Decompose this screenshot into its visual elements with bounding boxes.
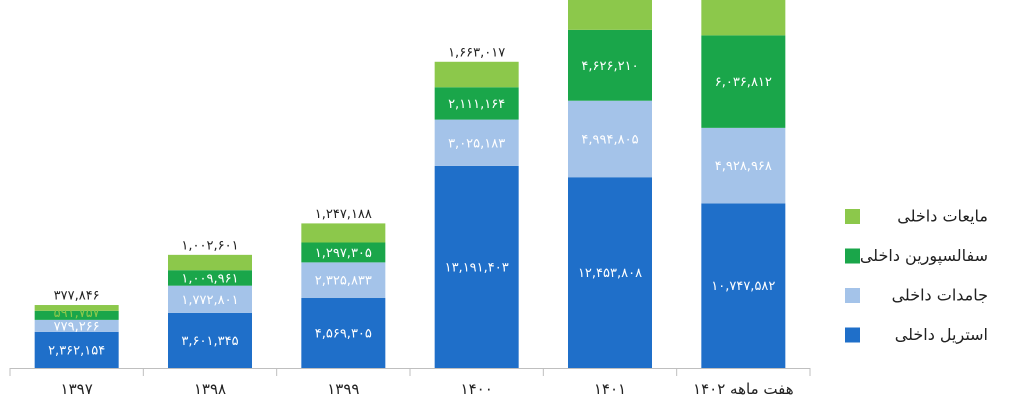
legend-label: سفالسپورین داخلی bbox=[860, 246, 988, 266]
legend-swatch bbox=[845, 288, 860, 303]
x-tick-label: ۱۳۹۷ bbox=[61, 380, 93, 398]
x-tick-label: ۱۳۹۸ bbox=[194, 380, 226, 398]
bar-segment bbox=[34, 319, 119, 332]
bar-segment bbox=[434, 61, 519, 88]
data-label: ۴,۹۲۸,۹۶۸ bbox=[715, 159, 772, 174]
bar-segment bbox=[168, 270, 252, 286]
data-label: ۱,۷۷۲,۸۰۱ bbox=[181, 293, 238, 308]
total-label: ۱,۰۰۲,۶۰۱ bbox=[181, 238, 238, 253]
data-label: ۱,۲۹۷,۳۰۵ bbox=[315, 246, 372, 261]
data-label: ۱,۰۰۹,۹۶۱ bbox=[181, 271, 238, 286]
data-label: ۳,۶۰۱,۳۴۵ bbox=[181, 334, 238, 349]
data-label: ۲,۱۱۱,۱۶۴ bbox=[448, 97, 505, 112]
x-tick-label: هفت ماهه ۱۴۰۲ bbox=[693, 380, 794, 398]
bar-segment bbox=[434, 119, 519, 166]
bar-segment bbox=[34, 310, 119, 320]
bar-segment bbox=[34, 331, 119, 368]
data-label: ۴,۶۲۶,۲۱۰ bbox=[581, 59, 638, 74]
data-label: ۱۰,۷۴۷,۵۸۲ bbox=[711, 279, 775, 294]
data-label: ۴,۹۹۴,۸۰۵ bbox=[581, 132, 638, 147]
bar-segment bbox=[301, 262, 386, 299]
bar-segment bbox=[434, 165, 519, 368]
legend-label: جامدات داخلی bbox=[892, 286, 988, 305]
bar-segment bbox=[168, 285, 252, 313]
total-label: ۱,۲۴۷,۱۸۸ bbox=[315, 207, 372, 222]
bar-segment bbox=[168, 312, 252, 368]
legend-label: مایعات داخلی bbox=[897, 207, 988, 226]
legend-label: استریل داخلی bbox=[895, 325, 988, 345]
data-label: ۱۲,۴۵۳,۸۰۸ bbox=[578, 266, 642, 281]
bar-segment bbox=[301, 298, 386, 368]
data-label: ۲,۳۲۵,۸۳۳ bbox=[315, 274, 372, 289]
total-label: ۳۷۷,۸۴۶ bbox=[54, 289, 100, 304]
bar-segment bbox=[568, 0, 652, 30]
bar-segment bbox=[168, 254, 252, 271]
legend-swatch bbox=[845, 248, 860, 264]
bar-segment bbox=[301, 242, 386, 263]
legend-swatch bbox=[845, 209, 860, 224]
x-tick-label: ۱۴۰۰ bbox=[461, 380, 493, 398]
data-label: ۷۷۹,۲۶۶ bbox=[54, 319, 100, 334]
legend: مایعات داخلی سفالسپورین داخلی جامدات داخلی… bbox=[845, 207, 988, 345]
bar-segment bbox=[434, 87, 519, 120]
x-tick-label: ۱۳۹۹ bbox=[327, 380, 359, 398]
bar-segment bbox=[701, 203, 786, 368]
bar-segment bbox=[701, 35, 786, 128]
data-label: ۶,۰۳۶,۸۱۲ bbox=[715, 75, 772, 90]
data-label: ۱۳,۱۹۱,۴۰۳ bbox=[445, 260, 509, 275]
legend-swatch bbox=[845, 327, 860, 343]
x-tick-label: ۱۴۰۱ bbox=[594, 380, 626, 398]
bar-segment bbox=[568, 177, 652, 368]
bar-segment bbox=[568, 100, 652, 178]
bar-segment bbox=[701, 0, 786, 36]
bars-group: ۲,۳۶۲,۱۵۴۷۷۹,۲۶۶۵۹۱,۷۵۷۳۷۷,۸۴۶۳,۶۰۱,۳۴۵۱… bbox=[34, 0, 786, 368]
bar-segment bbox=[34, 305, 119, 311]
bar-segment bbox=[301, 223, 386, 243]
bar-segment bbox=[568, 29, 652, 101]
data-label: ۴,۵۶۹,۳۰۵ bbox=[315, 327, 372, 342]
data-label: ۲,۳۶۲,۱۵۴ bbox=[48, 343, 105, 358]
data-label: ۳,۰۲۵,۱۸۳ bbox=[448, 136, 505, 151]
x-axis: ۱۳۹۷ ۱۳۹۸ ۱۳۹۹ ۱۴۰۰ ۱۴۰۱ هفت ماهه ۱۴۰۲ bbox=[9, 368, 811, 398]
bar-segment bbox=[701, 127, 786, 204]
total-label: ۱,۶۶۳,۰۱۷ bbox=[448, 45, 505, 60]
